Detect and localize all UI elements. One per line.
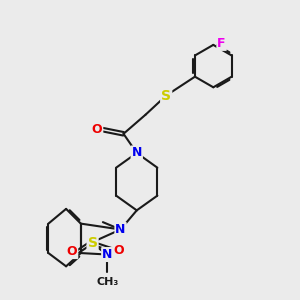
- Text: N: N: [102, 248, 112, 261]
- Text: O: O: [92, 123, 102, 136]
- Text: O: O: [67, 245, 77, 258]
- Text: CH₃: CH₃: [96, 277, 118, 286]
- Text: S: S: [88, 236, 98, 250]
- Text: O: O: [114, 244, 124, 256]
- Text: N: N: [132, 146, 142, 159]
- Text: S: S: [161, 88, 171, 103]
- Text: N: N: [116, 223, 126, 236]
- Text: F: F: [217, 37, 226, 50]
